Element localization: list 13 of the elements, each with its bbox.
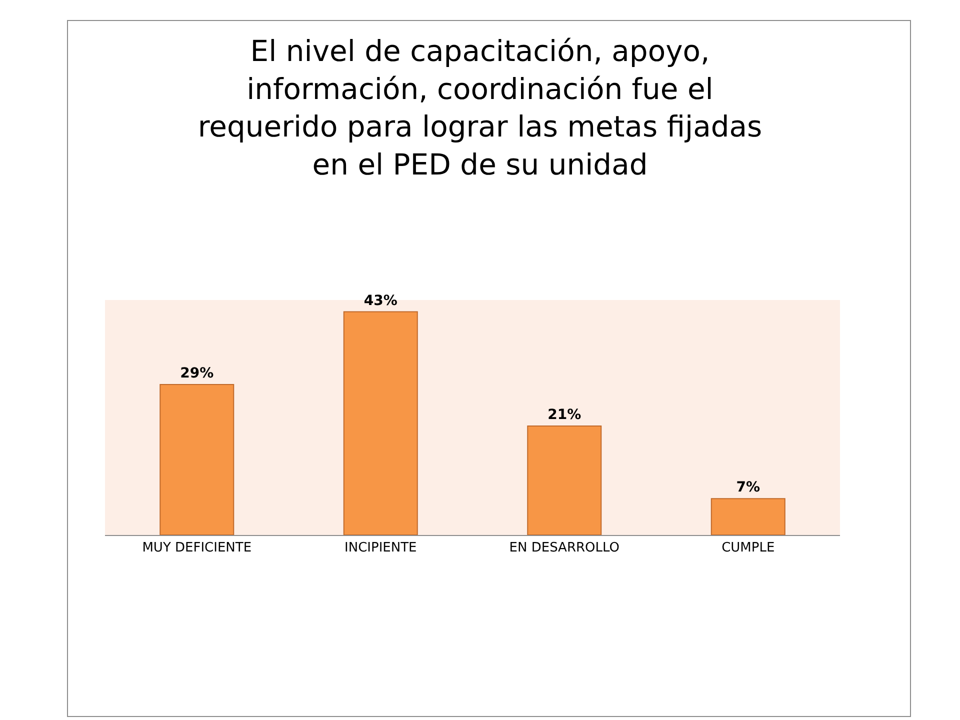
bar	[343, 311, 418, 535]
x-tick-label: EN DESARROLLO	[509, 540, 620, 556]
x-tick-label: MUY DEFICIENTE	[142, 540, 252, 556]
x-tick-label: INCIPIENTE	[344, 540, 417, 556]
data-label: 7%	[736, 480, 760, 496]
bar	[710, 498, 786, 535]
bar	[527, 425, 602, 535]
x-tick-label: CUMPLE	[722, 540, 775, 556]
chart-title: El nivel de capacitación, apoyo, información, coordinación fue el requerido para lograr las metas fijadas en el PED de su unidad	[198, 34, 762, 182]
data-label: 21%	[548, 406, 582, 423]
bar	[160, 384, 234, 535]
data-label: 43%	[364, 292, 398, 309]
data-label: 29%	[180, 365, 214, 382]
